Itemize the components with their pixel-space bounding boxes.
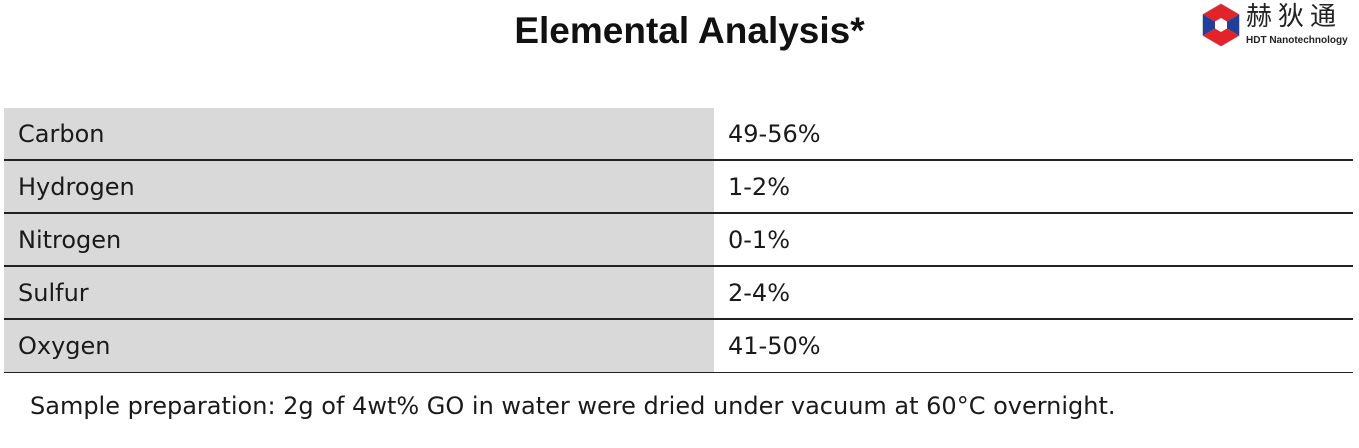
table-row: Oxygen 41-50% <box>4 320 1353 373</box>
elemental-analysis-table: Carbon 49-56% Hydrogen 1-2% Nitrogen 0-1… <box>4 108 1353 373</box>
logo-chinese-name: 赫狄通 <box>1246 2 1343 32</box>
element-name-cell: Nitrogen <box>4 214 714 265</box>
element-value-cell: 41-50% <box>714 320 1353 372</box>
element-value-cell: 49-56% <box>714 108 1353 159</box>
table-row: Sulfur 2-4% <box>4 267 1353 320</box>
table-row: Carbon 49-56% <box>4 108 1353 161</box>
element-value-cell: 2-4% <box>714 267 1353 318</box>
element-name-cell: Hydrogen <box>4 161 714 212</box>
company-logo: 赫狄通 HDT Nanotechnology <box>1200 2 1358 48</box>
element-value-cell: 1-2% <box>714 161 1353 212</box>
page-title: Elemental Analysis* <box>514 10 865 51</box>
element-value-cell: 0-1% <box>714 214 1353 265</box>
element-name-cell: Oxygen <box>4 320 714 372</box>
sample-preparation-note: Sample preparation: 2g of 4wt% GO in wat… <box>30 392 1116 420</box>
hexagon-logo-icon <box>1202 3 1240 47</box>
element-name-cell: Carbon <box>4 108 714 159</box>
table-row: Nitrogen 0-1% <box>4 214 1353 267</box>
table-row: Hydrogen 1-2% <box>4 161 1353 214</box>
element-name-cell: Sulfur <box>4 267 714 318</box>
logo-english-name: HDT Nanotechnology <box>1246 35 1348 46</box>
